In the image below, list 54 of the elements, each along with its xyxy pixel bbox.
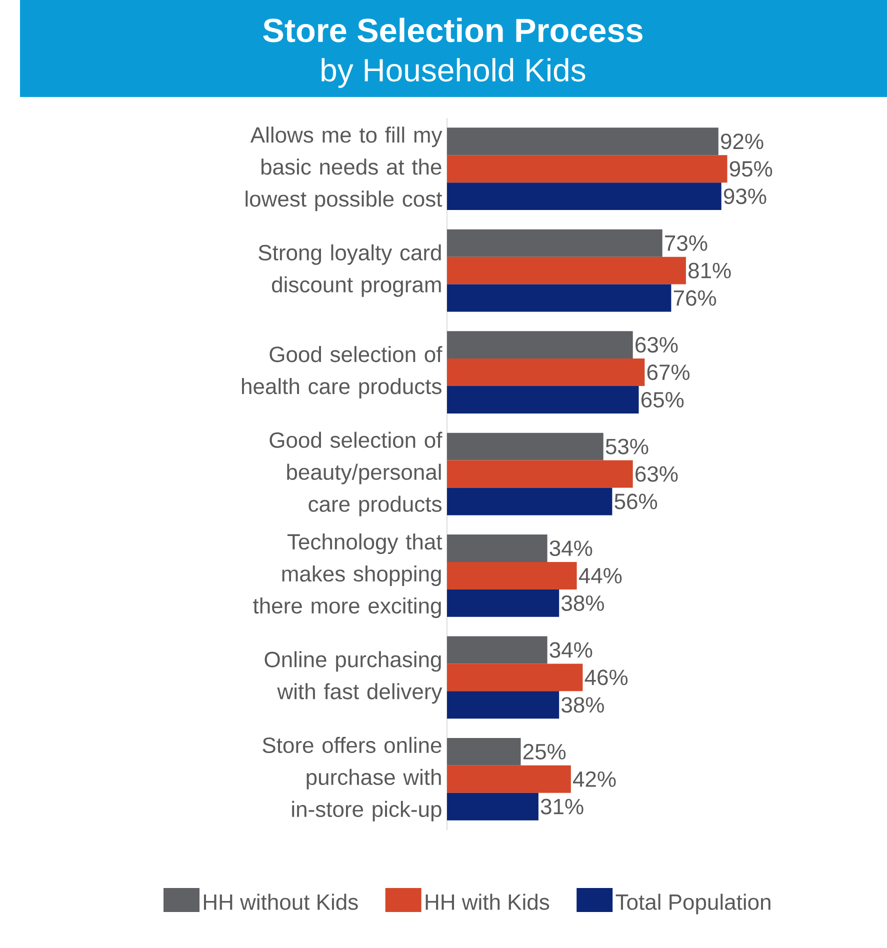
data-label: 73% <box>665 235 708 251</box>
data-label: 34% <box>550 540 592 556</box>
bar <box>447 488 612 516</box>
data-label: 34% <box>550 642 592 658</box>
legend-label: Total Population <box>616 894 770 914</box>
data-label: 25% <box>523 744 566 760</box>
bar <box>447 792 538 820</box>
data-label: 42% <box>573 771 616 787</box>
data-label: 53% <box>606 438 648 454</box>
data-label: 76% <box>674 290 716 306</box>
y-tick-label: Online purchasing with fast delivery <box>264 651 442 704</box>
bar <box>447 691 560 719</box>
bar <box>447 589 560 617</box>
bar <box>447 562 577 590</box>
data-label: 38% <box>562 697 604 713</box>
bar <box>447 636 548 664</box>
data-label: 46% <box>584 670 628 686</box>
y-tick-label: Strong loyalty card discount program <box>258 244 441 297</box>
y-tick-label: Allows me to fill my basic needs at the lowest possible cost <box>246 126 442 212</box>
data-label: 67% <box>647 364 690 380</box>
chart-subtitle: by Household Kids <box>322 58 586 88</box>
bar <box>447 534 548 562</box>
y-tick-label: Technology that makes shopping there more exciting <box>253 533 442 618</box>
data-label: 31% <box>540 798 584 814</box>
bar <box>447 432 604 460</box>
data-label: 81% <box>688 262 731 278</box>
bar <box>447 460 633 488</box>
data-label: 95% <box>730 161 772 177</box>
bar <box>447 182 722 210</box>
y-tick-label: Store offers online purchase with in-store pick-up <box>262 736 442 822</box>
data-label: 44% <box>578 568 622 584</box>
bar <box>447 331 633 359</box>
legend-label: HH without Kids <box>204 894 358 910</box>
bar <box>447 738 521 766</box>
y-tick-label: Good selection of beauty/personal care products <box>270 432 442 516</box>
legend-label: HH with Kids <box>426 894 550 910</box>
y-tick-label: Good selection of health care products <box>242 346 442 399</box>
data-label: 65% <box>641 392 684 408</box>
bar <box>447 284 672 312</box>
data-label: 56% <box>614 494 658 510</box>
chart-title: Store Selection Process <box>263 18 642 42</box>
data-label: 93% <box>724 188 766 204</box>
bar <box>447 256 686 284</box>
bar <box>447 664 583 692</box>
data-label: 63% <box>636 337 678 353</box>
bar <box>447 765 571 793</box>
data-label: 63% <box>636 466 678 482</box>
bar <box>447 155 728 183</box>
data-label: 38% <box>562 595 604 611</box>
bar <box>447 386 639 414</box>
data-label: 92% <box>721 134 764 150</box>
bar <box>447 128 718 156</box>
bar <box>447 358 645 386</box>
bar <box>447 229 662 257</box>
